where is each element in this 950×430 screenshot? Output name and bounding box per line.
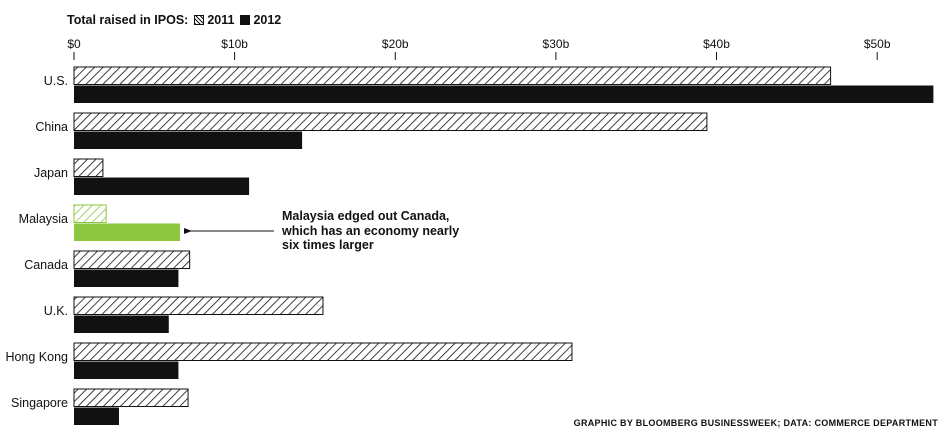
legend-swatch-2012 [240,15,251,25]
bar-2011-china [73,112,708,131]
bar-2012-u-s- [74,85,934,103]
legend-label-2011: 2011 [207,13,235,27]
x-tick-label: $50b [864,37,891,51]
category-label: U.K. [44,304,68,318]
bar-2011-u-s- [73,66,832,85]
bar-2011-singapore [73,388,189,407]
bar-2012-hong-kong [74,361,179,379]
x-tick-label: $40b [703,37,730,51]
legend: Total raised in IPOS: 2011 2012 [67,13,281,27]
bar-2011-u-k- [73,296,324,315]
legend-label-2012: 2012 [253,13,282,27]
bar-2012-japan [74,177,250,195]
category-label: Hong Kong [5,350,68,364]
bar-2011-canada [73,250,191,269]
annotation-line: which has an economy nearly [282,223,460,238]
annotation-line: six times larger [282,238,374,252]
x-tick-label: $10b [221,37,248,51]
category-label: Canada [24,258,68,272]
bar-2012-u-k- [74,315,169,333]
category-label: U.S. [44,74,68,88]
legend-swatch-2011 [194,15,205,25]
bar-2012-canada [74,269,179,287]
category-label: Japan [34,166,68,180]
bar-2011-japan [73,158,104,177]
malaysia-annotation: Malaysia edged out Canada, which has an … [282,209,482,253]
bars [73,66,934,425]
bar-2012-malaysia [74,223,181,241]
category-label: Singapore [11,396,68,410]
legend-title: Total raised in IPOS: [67,13,189,27]
source-credit: GRAPHIC BY BLOOMBERG BUSINESSWEEK; DATA:… [573,418,938,428]
bar-2011-hong-kong [73,342,573,361]
annotation-line: Malaysia edged out Canada, [282,209,450,223]
bar-2011-malaysia [73,204,107,223]
bar-2012-singapore [74,407,119,425]
category-label: China [35,120,68,134]
bar-2012-china [74,131,303,149]
x-tick-label: $30b [543,37,570,51]
category-label: Malaysia [19,212,68,226]
category-labels: U.S. China Japan Malaysia Canada U.K. Hong Kon… [5,74,68,410]
x-tick-label: $20b [382,37,409,51]
x-axis: $0 $10b $20b $30b $40b $50b [67,37,891,60]
x-tick-label: $0 [67,37,81,51]
